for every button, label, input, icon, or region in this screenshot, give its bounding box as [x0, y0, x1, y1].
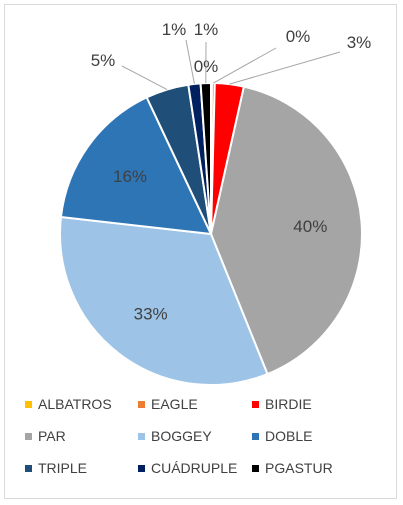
pie-slice-par	[209, 85, 363, 376]
legend-swatch	[252, 465, 259, 472]
pie-slice-doble	[59, 96, 213, 236]
data-label-triple: 5%	[91, 51, 116, 70]
legend-item-boggey: BOGGEY	[138, 428, 212, 444]
legend-item-pgastur: PGASTUR	[252, 460, 333, 476]
legend-swatch	[138, 433, 145, 440]
legend-swatch	[138, 465, 145, 472]
legend-swatch	[25, 433, 32, 440]
leader-line-cuadruple	[185, 39, 195, 85]
legend-label: EAGLE	[151, 396, 198, 412]
leader-line-triple	[121, 65, 168, 90]
legend-item-triple: TRIPLE	[25, 460, 87, 476]
data-label-cuadruple: 1%	[162, 20, 187, 39]
legend-label: DOBLE	[265, 428, 312, 444]
legend-item-cuadruple: CUÁDRUPLE	[138, 460, 237, 476]
data-label-boggey: 33%	[134, 304, 168, 323]
legend-swatch	[25, 465, 32, 472]
legend-item-birdie: BIRDIE	[252, 396, 312, 412]
data-label-doble: 16%	[113, 167, 147, 186]
legend-swatch	[25, 401, 32, 408]
chart-legend: ALBATROS EAGLE BIRDIE PAR BOGGEY DOBLE TRIPLE C…	[25, 396, 333, 476]
leader-lines	[121, 39, 341, 90]
legend-swatch	[252, 401, 259, 408]
legend-label: CUÁDRUPLE	[151, 460, 237, 476]
data-label-extra-0: 0%	[194, 57, 219, 76]
legend-label: TRIPLE	[38, 460, 87, 476]
legend-item-eagle: EAGLE	[138, 396, 198, 412]
pie-slices	[59, 81, 363, 386]
legend-label: PAR	[38, 428, 66, 444]
legend-label: PGASTUR	[265, 460, 333, 476]
legend-item-doble: DOBLE	[252, 428, 312, 444]
leader-line-birdie	[229, 51, 341, 85]
legend-item-albatros: ALBATROS	[25, 396, 112, 412]
data-label-par: 40%	[293, 217, 327, 236]
legend-item-par: PAR	[25, 428, 66, 444]
data-label-pgastur: 1%	[194, 20, 219, 39]
legend-label: BOGGEY	[151, 428, 212, 444]
legend-swatch	[138, 401, 145, 408]
legend-label: ALBATROS	[38, 396, 112, 412]
data-labels: 0% 3% 40% 33% 16% 5% 1% 1% 0%	[91, 20, 372, 323]
data-label-birdie: 3%	[347, 33, 372, 52]
leader-line-eagle	[213, 47, 277, 84]
data-label-eagle: 0%	[286, 27, 311, 46]
pie-slice-boggey	[59, 215, 269, 386]
legend-label: BIRDIE	[265, 396, 312, 412]
legend-swatch	[252, 433, 259, 440]
